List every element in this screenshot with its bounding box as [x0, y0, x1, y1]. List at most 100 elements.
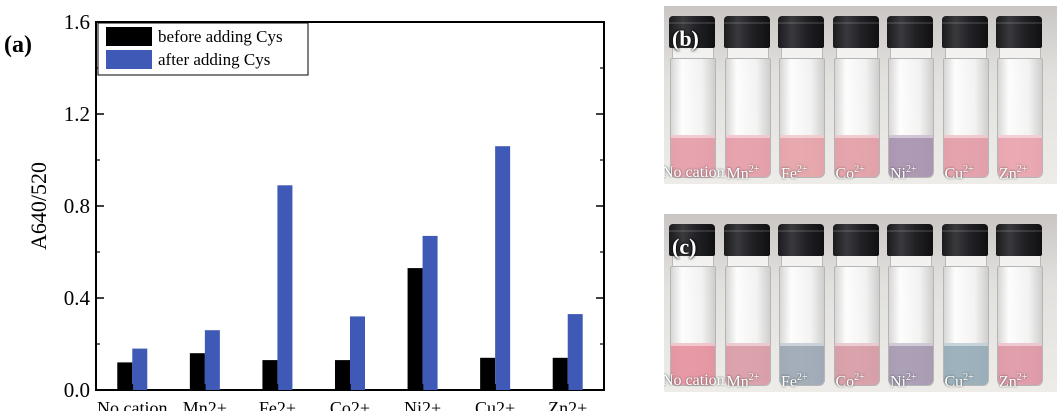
vial — [886, 224, 934, 388]
ion-label: Co2+ — [836, 372, 865, 391]
ion-symbol: No cation — [664, 164, 725, 181]
vial-cap — [887, 16, 933, 48]
vial-liquid — [889, 135, 933, 177]
vial-neck — [672, 48, 714, 58]
vial-neck — [999, 256, 1041, 266]
vial-liquid — [725, 343, 770, 385]
ion-charge: 2+ — [906, 372, 917, 383]
vial-neck — [672, 256, 714, 266]
bar-after — [204, 330, 220, 390]
vial-cap — [778, 16, 824, 48]
vial-cap — [941, 224, 988, 256]
x-tick-label: Zn2+ — [548, 398, 587, 411]
vial-cap — [723, 16, 770, 48]
y-axis-label: A640/520 — [26, 162, 51, 250]
chart-panel-a: 0.0 0.4 0.8 1.2 1.6 A640/520 (a) No cation Mn2+ F… — [4, 10, 605, 411]
vial-cap — [669, 224, 715, 256]
vial-glass — [833, 58, 880, 178]
legend-swatch — [106, 50, 152, 69]
bar-before — [117, 362, 133, 390]
y-tick-label: 0.4 — [64, 286, 91, 310]
ion-symbol: Co — [835, 165, 855, 183]
vial — [777, 16, 825, 180]
vial-liquid — [780, 343, 824, 385]
vial — [723, 224, 771, 388]
vial — [886, 16, 934, 180]
ion-label: Mn2+ — [727, 372, 760, 391]
ion-charge: 2+ — [854, 164, 865, 175]
ion-charge: 2+ — [963, 372, 974, 383]
vial-neck — [781, 48, 823, 58]
ion-charge: 2+ — [854, 372, 865, 383]
vial-liquid — [671, 343, 715, 385]
ion-label: Fe2+ — [781, 164, 808, 183]
ion-label: Ni2+ — [890, 164, 917, 183]
ion-symbol: Fe — [781, 373, 797, 391]
vial — [723, 16, 771, 180]
vial-glass — [670, 58, 716, 178]
vial-glass — [997, 266, 1043, 386]
ion-label: No cation — [664, 164, 725, 182]
photo-panel-c: No cation Mn2+ Fe2+ Co2+ Ni2+ Cu2+ Zn2+ (c) — [664, 214, 1057, 392]
ion-symbol: Fe — [781, 165, 797, 183]
ion-symbol: Co — [835, 373, 855, 391]
bar-before — [552, 357, 568, 390]
ion-label: Ni2+ — [890, 372, 917, 391]
vial-neck — [999, 48, 1041, 58]
vial-liquid — [834, 135, 879, 177]
vial-glass — [888, 266, 934, 386]
ion-charge: 2+ — [797, 164, 808, 175]
y-tick-label: 0.0 — [64, 378, 90, 402]
vial — [668, 16, 716, 180]
x-tick-label: Mn2+ — [183, 398, 227, 411]
x-tick-label: Fe2+ — [259, 398, 296, 411]
x-tick-label: Co2+ — [330, 398, 370, 411]
vial-liquid — [998, 135, 1042, 177]
vial-liquid — [671, 135, 715, 177]
bar-after — [350, 316, 365, 390]
ion-label: Zn2+ — [999, 372, 1027, 391]
x-tick-label: Cu2+ — [475, 398, 515, 411]
ion-label: Fe2+ — [781, 372, 808, 391]
ion-symbol: Cu — [944, 373, 964, 391]
vial-glass — [724, 266, 771, 386]
vial-neck — [726, 48, 769, 58]
vial-glass — [997, 58, 1043, 178]
bar-chart: 0.0 0.4 0.8 1.2 1.6 A640/520 (a) No cation Mn2+ F… — [4, 10, 605, 411]
vial-neck — [726, 256, 769, 266]
vial — [995, 16, 1043, 180]
vial-cap — [669, 16, 715, 48]
legend-label: after adding Cys — [158, 50, 270, 69]
vial-cap — [941, 16, 988, 48]
vial — [941, 16, 989, 180]
ion-symbol: Zn — [999, 165, 1017, 183]
ion-symbol: Mn — [726, 373, 749, 391]
panel-label-a: (a) — [4, 32, 32, 58]
bar-before — [335, 360, 350, 390]
ion-symbol: Ni — [890, 165, 906, 183]
vial-cap — [723, 224, 770, 256]
vial-liquid — [998, 343, 1042, 385]
vial-cap — [832, 16, 879, 48]
y-tick-label: 1.6 — [64, 10, 90, 34]
vial-glass — [833, 266, 880, 386]
vial-liquid — [943, 135, 988, 177]
bar-after — [132, 348, 148, 390]
ion-symbol: Zn — [999, 373, 1017, 391]
ion-charge: 2+ — [1016, 372, 1028, 383]
ion-charge: 2+ — [1016, 164, 1028, 175]
legend-label: before adding Cys — [158, 27, 283, 46]
vial-glass — [779, 266, 825, 386]
ion-charge: 2+ — [906, 164, 917, 175]
bar-before — [262, 360, 278, 390]
vial-liquid — [943, 343, 988, 385]
vial-neck — [944, 48, 987, 58]
panel-label-b: (b) — [672, 26, 699, 51]
bar-after — [567, 314, 583, 390]
ion-label: Cu2+ — [945, 372, 974, 391]
vial-glass — [888, 58, 934, 178]
vial — [777, 224, 825, 388]
vial-neck — [890, 256, 932, 266]
bar-after — [422, 235, 438, 390]
ion-label: Cu2+ — [945, 164, 974, 183]
